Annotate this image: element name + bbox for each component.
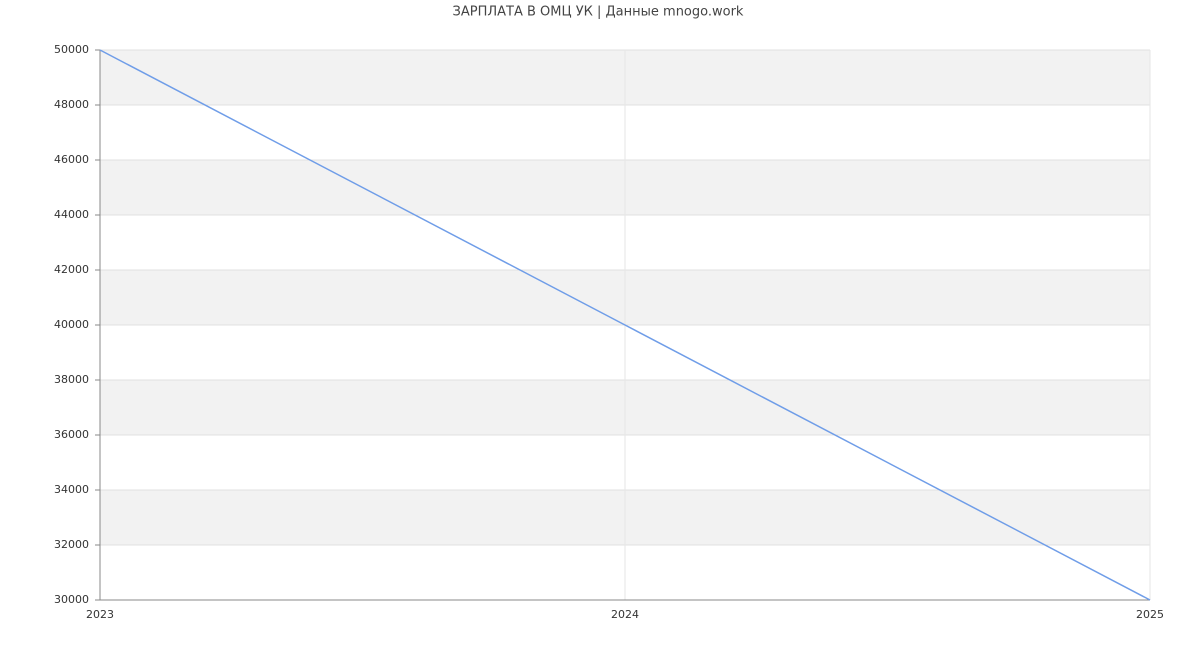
y-tick-label: 48000 [54,98,89,111]
x-tick-label: 2024 [611,608,639,621]
y-tick-label: 46000 [54,153,89,166]
y-tick-label: 40000 [54,318,89,331]
y-tick-label: 50000 [54,43,89,56]
y-tick-label: 30000 [54,593,89,606]
y-tick-label: 38000 [54,373,89,386]
y-tick-label: 42000 [54,263,89,276]
y-tick-label: 32000 [54,538,89,551]
x-tick-label: 2023 [86,608,114,621]
x-tick-label: 2025 [1136,608,1164,621]
y-tick-label: 36000 [54,428,89,441]
line-series [99,49,1151,601]
y-tick-label: 44000 [54,208,89,221]
chart-title: ЗАРПЛАТА В ОМЦ УК | Данные mnogo.work [453,5,744,20]
y-tick-label: 34000 [54,483,89,496]
